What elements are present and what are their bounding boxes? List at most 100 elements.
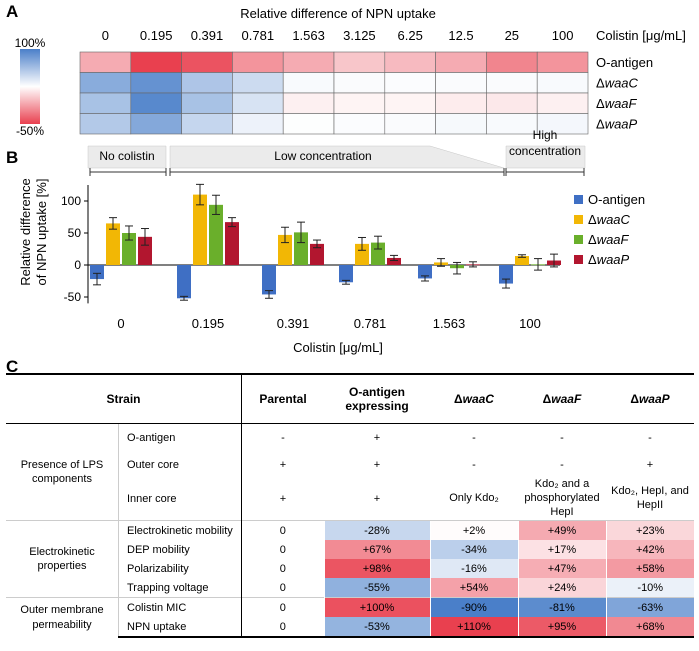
- header-waaf: ΔwaaF: [518, 373, 606, 424]
- heatmap-row-label: ΔwaaF: [596, 96, 638, 111]
- error-bar: [358, 236, 366, 251]
- cell-waaf: +17%: [517, 540, 606, 559]
- cell-waaf: +24%: [517, 578, 606, 598]
- table-row: Presence of LPS components O-antigen - + - - -: [6, 423, 694, 521]
- cell-waap: +23%: [605, 520, 694, 540]
- cell-waac: -: [472, 431, 476, 444]
- heatmap-col-label: 1.563: [292, 28, 325, 43]
- table-row: Electrokinetic properties Electrokinetic …: [6, 520, 694, 598]
- panel-label-c: C: [6, 357, 18, 372]
- heatmap-row-label: ΔwaaC: [596, 76, 639, 91]
- heatmap-col-label: 6.25: [398, 28, 423, 43]
- heatmap-cell: [333, 113, 386, 135]
- error-bar: [281, 226, 289, 244]
- heatmap-cell: [79, 113, 132, 135]
- row-label: O-antigen: [118, 423, 242, 451]
- cell-waac: +54%: [429, 578, 518, 598]
- error-bar: [534, 258, 542, 271]
- cell-waap: +58%: [605, 559, 694, 578]
- cell-waaf: +49%: [517, 520, 606, 540]
- table-row: Outer core + + - - +: [6, 451, 694, 478]
- error-bar: [342, 279, 350, 285]
- bar-waaf: [209, 204, 223, 265]
- cell-waaf: -81%: [517, 597, 606, 617]
- heatmap-x-label: Colistin [μg/mL]: [596, 28, 686, 43]
- row-label: NPN uptake: [118, 617, 242, 638]
- x-axis-label: Colistin [μg/mL]: [293, 340, 383, 355]
- bar-waap: [225, 222, 239, 265]
- bar-o-antigen: [262, 265, 276, 295]
- cell-waap: -10%: [605, 578, 694, 598]
- cell-waac: -16%: [429, 559, 518, 578]
- heatmap-col-label: 0.195: [140, 28, 173, 43]
- heatmap-cell: [536, 113, 589, 135]
- heatmap-cell: [282, 72, 335, 94]
- header-delta: Δ: [542, 392, 552, 406]
- bracket-high-concentration: [505, 145, 586, 169]
- colorbar: [20, 49, 40, 124]
- bar-waaf: [294, 232, 308, 265]
- heatmap-cell: [181, 113, 233, 135]
- cell-parental: 0: [241, 617, 324, 638]
- cell-oantigen: +: [373, 458, 381, 471]
- heatmap-cell: [435, 51, 487, 73]
- heatmap-cell: [181, 51, 233, 73]
- heatmap-col-label: 0.781: [242, 28, 275, 43]
- row-label: Colistin MIC: [118, 597, 242, 617]
- bar-waac: [106, 223, 120, 265]
- y-axis-label-line2: of NPN uptake [%]: [34, 179, 49, 286]
- error-bar: [390, 254, 398, 262]
- table-row: Trapping voltage 0 -55% +54% +24% -10%: [6, 578, 694, 598]
- header-delta: Δ: [454, 392, 463, 406]
- error-bar: [469, 261, 477, 268]
- heatmap-cell: [536, 51, 589, 73]
- cell-parental: 0: [241, 597, 324, 617]
- bar-o-antigen: [418, 265, 432, 279]
- error-bar: [313, 239, 321, 249]
- table-row: Inner core + + Only Kdo₂ Kdo₂ and a phosphor…: [6, 478, 694, 521]
- header-delta: Δ: [630, 392, 639, 406]
- heatmap-cell: [181, 92, 233, 114]
- heatmap-cell: [435, 113, 487, 135]
- heatmap-cell: [232, 51, 284, 73]
- heatmap-col-label: 100: [552, 28, 574, 43]
- legend-label: ΔwaaP: [588, 252, 630, 267]
- y-tick-label: -50: [64, 290, 82, 304]
- bracket-label: concentration: [509, 144, 581, 158]
- heatmap-cell: [130, 51, 182, 73]
- bracket-label: High: [533, 128, 558, 142]
- cell-parental: +: [279, 493, 287, 505]
- cell-oantigen: +: [373, 431, 381, 444]
- error-bar: [518, 254, 526, 258]
- x-tick-label: 0: [117, 316, 124, 331]
- header-waac: ΔwaaC: [430, 373, 518, 424]
- group-label: Outer membrane permeability: [6, 597, 119, 637]
- cell-oantigen: -53%: [323, 617, 430, 638]
- cell-waac: +2%: [429, 520, 518, 540]
- figure-canvas: A B C Relative difference of NPN uptake 0 0.1…: [6, 2, 686, 372]
- table-row: Outer membrane permeability Colistin MIC 0…: [6, 597, 694, 637]
- bracket-label: No colistin: [99, 149, 154, 163]
- table-row: Polarizability 0 +98% -16% +47% +58%: [6, 559, 694, 578]
- heatmap-col-label: 0.391: [191, 28, 224, 43]
- heatmap-title: Relative difference of NPN uptake: [240, 6, 436, 21]
- legend-label: ΔwaaF: [588, 232, 630, 247]
- cell-oantigen: +100%: [323, 597, 430, 617]
- heatmap-cell: [486, 51, 538, 73]
- heatmap-cell: [79, 51, 132, 73]
- heatmap-cell: [130, 92, 182, 114]
- cell-waap: +42%: [605, 540, 694, 559]
- heatmap-cell: [232, 113, 284, 135]
- error-bar: [125, 225, 133, 241]
- row-label: Trapping voltage: [118, 578, 242, 598]
- heatmap-cell: [79, 72, 132, 94]
- cell-waap: -63%: [605, 597, 694, 617]
- group-label: Presence of LPS components: [6, 423, 119, 521]
- header-gene-name: waaC: [462, 392, 494, 406]
- cell-waap: +68%: [605, 617, 694, 638]
- heatmap-cell: [486, 113, 538, 135]
- y-tick-label: 100: [61, 194, 81, 208]
- cell-parental: 0: [241, 520, 324, 540]
- heatmap-row-label: ΔwaaP: [596, 117, 638, 132]
- cell-parental: 0: [279, 581, 286, 594]
